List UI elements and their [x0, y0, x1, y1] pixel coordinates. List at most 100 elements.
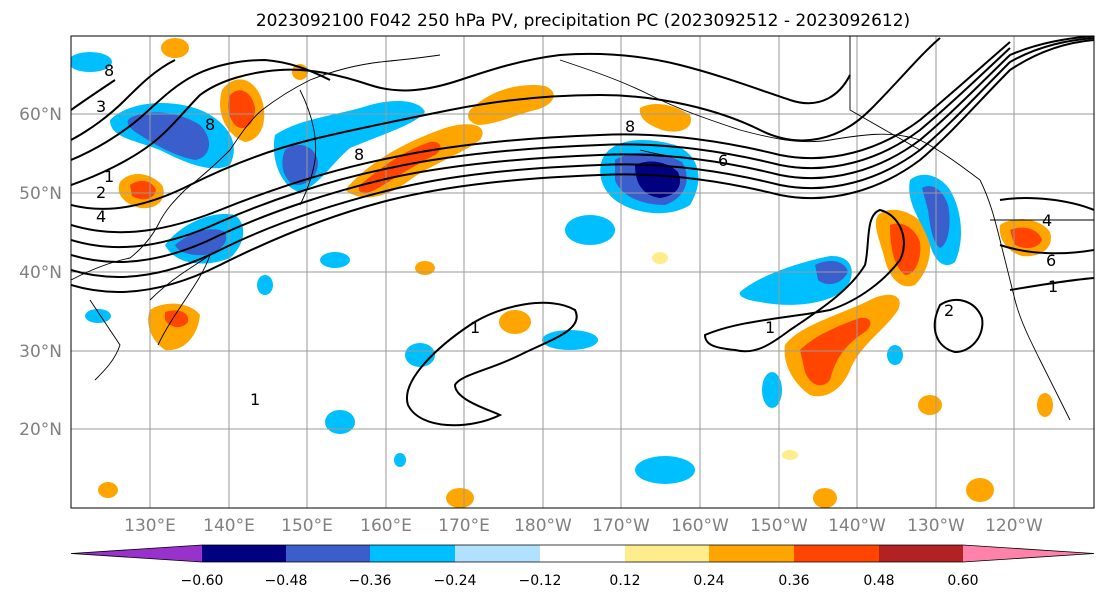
colorbar-segment	[879, 545, 963, 562]
pv-contour-6	[71, 37, 941, 210]
contour-label: 8	[354, 145, 364, 164]
shade-blue-cell-11	[257, 275, 273, 295]
lon-tick-label: 170°E	[438, 516, 490, 536]
lat-tick-label: 20°N	[19, 420, 62, 440]
colorbar-segment	[455, 545, 540, 562]
shade-blue-cell-8	[85, 309, 111, 323]
shade-red-10	[1010, 227, 1042, 249]
shade-yellow-cell-2	[782, 450, 798, 460]
shade-blue-cell-5	[635, 456, 695, 484]
pv-contour-2	[71, 37, 1094, 279]
shade-yellow-cell-1	[652, 252, 668, 264]
shade-red-7	[800, 317, 871, 386]
colorbar-segment	[370, 545, 455, 562]
coast-asia	[71, 54, 441, 281]
contour-label: 3	[96, 97, 106, 116]
coast-kamchatka	[299, 89, 317, 206]
pv-contour-3	[71, 36, 1094, 264]
contour-label: 1	[1048, 277, 1058, 296]
canada-border	[849, 36, 921, 151]
contour-label: 2	[944, 301, 954, 320]
contour-label: 6	[1046, 251, 1056, 270]
shade-orange-cell-1	[499, 310, 531, 334]
colorbar-segments	[70, 544, 1095, 563]
lat-ticks: 60°N 50°N 40°N 30°N 20°N	[19, 105, 62, 440]
pv-contour-sub-4	[999, 197, 1094, 211]
pv-contour-4	[71, 47, 1011, 249]
colorbar-segment	[709, 545, 794, 562]
colorbar: −0.60 −0.48 −0.36 −0.24 −0.12 0.12 0.24 …	[70, 544, 1095, 589]
lon-tick-label: 150°E	[281, 516, 333, 536]
contour-label: 4	[96, 207, 106, 226]
map-area: 8 3 1 2 4 8 8 1 1 1 2 1 6 8 4 6	[71, 36, 1094, 508]
colorbar-segment	[540, 545, 625, 562]
shade-dblue-5	[815, 260, 848, 285]
graticule	[71, 36, 1094, 508]
lon-tick-label: 130°W	[907, 516, 965, 536]
shade-orange-4	[468, 85, 554, 125]
contour-label: 4	[1042, 211, 1052, 230]
shade-blue-cell-7	[320, 252, 350, 268]
colorbar-outline	[70, 544, 1095, 563]
colorbar-label: 0.12	[609, 573, 640, 589]
shade-blue-cell-10	[394, 453, 406, 467]
colorbar-label: −0.36	[349, 573, 392, 589]
colorbar-label: 0.24	[693, 573, 724, 589]
coast-korea	[89, 299, 121, 381]
shade-orange-cell-6	[813, 488, 837, 508]
shade-dblue-2	[282, 144, 318, 185]
pv-contour-sub-3	[933, 298, 984, 354]
lon-tick-label: 160°W	[671, 516, 729, 536]
colorbar-label: −0.12	[519, 573, 562, 589]
shade-orange-cell-2	[918, 395, 942, 415]
colorbar-label: −0.24	[434, 573, 477, 589]
contour-label: 8	[104, 61, 114, 80]
pv-contour-7	[71, 52, 851, 186]
pv-contour-1	[71, 39, 1094, 294]
colorbar-segment	[625, 545, 709, 562]
contour-label: 2	[96, 183, 106, 202]
shade-blue-cell-1	[565, 215, 615, 245]
pv-contour-sub-1	[405, 301, 578, 427]
pv-contour-10	[71, 79, 116, 111]
figure-title: 2023092100 F042 250 hPa PV, precipitatio…	[256, 11, 910, 31]
colorbar-segment	[794, 545, 879, 562]
lat-tick-label: 40°N	[19, 263, 62, 283]
contour-label: 1	[470, 318, 480, 337]
shade-blue-cell-4	[325, 410, 355, 434]
lon-tick-label: 130°E	[124, 516, 176, 536]
map-frame	[70, 35, 1095, 509]
shade-red-5	[165, 310, 189, 328]
pv-contours	[71, 36, 1094, 427]
colorbar-label: 0.60	[947, 573, 978, 589]
shade-orange-cell-3	[446, 488, 474, 508]
contour-label: 1	[250, 390, 260, 409]
contour-label: 6	[718, 151, 728, 170]
colorbar-segment	[202, 545, 286, 562]
contour-label: 8	[205, 115, 215, 134]
lon-ticks: 130°E 140°E 150°E 160°E 170°E 180°W 170°…	[124, 516, 1043, 536]
coast-alaska	[559, 59, 981, 181]
lat-tick-label: 60°N	[19, 105, 62, 125]
colorbar-segment	[963, 545, 1094, 562]
shade-blue-cell-6	[762, 372, 782, 408]
shade-orange-cell-7	[415, 261, 435, 275]
contour-label: 1	[765, 318, 775, 337]
shade-blue-cell-12	[71, 52, 112, 72]
contour-labels: 8 3 1 2 4 8 8 1 1 1 2 1 6 8 4 6	[96, 61, 1058, 409]
shade-red-2	[228, 90, 255, 129]
contour-label: 1	[104, 167, 114, 186]
colorbar-segment	[71, 545, 202, 562]
shade-dblue-1	[127, 112, 210, 160]
colorbar-labels: −0.60 −0.48 −0.36 −0.24 −0.12 0.12 0.24 …	[181, 573, 979, 589]
lat-tick-label: 30°N	[19, 342, 62, 362]
lon-tick-label: 180°W	[514, 516, 572, 536]
shade-orange-cell-4	[1037, 393, 1053, 417]
coast-na-west	[979, 179, 1071, 421]
pv-contour-8	[71, 58, 331, 161]
colorbar-label: −0.60	[181, 573, 224, 589]
shade-orange-6	[639, 104, 691, 132]
colorbar-label: −0.48	[265, 573, 308, 589]
shade-blue-cell-2	[542, 330, 598, 350]
